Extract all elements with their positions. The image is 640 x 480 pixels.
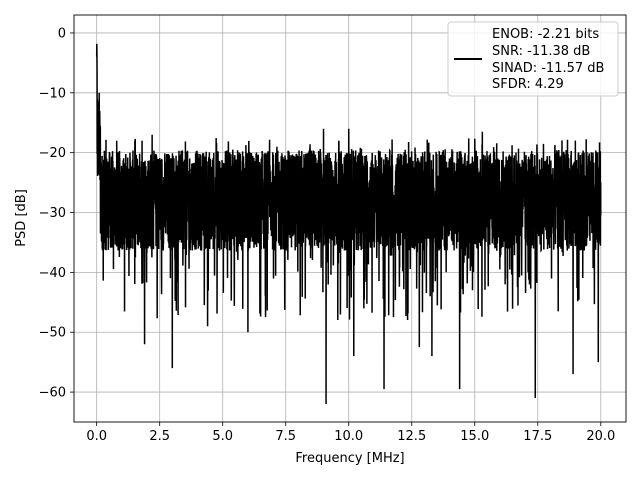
y-tick-label: −30 — [39, 206, 66, 221]
x-tick-label: 2.5 — [149, 429, 170, 444]
y-axis-ticks: 0 −10 −20 −30 −40 −50 −60 — [39, 26, 74, 401]
legend-entry-sfdr: SFDR: 4.29 — [492, 77, 564, 92]
psd-series-line — [95, 43, 602, 405]
x-tick-label: 7.5 — [275, 429, 296, 444]
legend-box — [447, 21, 619, 97]
legend: ENOB: -2.21 bits SNR: -11.38 dB SINAD: -… — [447, 21, 619, 97]
x-tick-label: 20.0 — [586, 429, 615, 444]
plot-frame — [73, 14, 627, 423]
y-axis-label: PSD [dB] — [14, 189, 29, 247]
plot-area — [95, 43, 602, 405]
x-tick-label: 10.0 — [334, 429, 363, 444]
legend-entry-snr: SNR: -11.38 dB — [492, 44, 590, 59]
x-tick-label: 12.5 — [397, 429, 426, 444]
y-tick-label: 0 — [58, 26, 66, 41]
y-tick-label: −60 — [39, 386, 66, 401]
x-axis-ticks: 0.0 2.5 5.0 7.5 10.0 12.5 15.0 17.5 20.0 — [86, 422, 615, 444]
x-tick-label: 17.5 — [523, 429, 552, 444]
y-tick-label: −40 — [39, 266, 66, 281]
x-axis-label: Frequency [MHz] — [295, 451, 404, 466]
y-tick-label: −50 — [39, 326, 66, 341]
x-tick-label: 15.0 — [460, 429, 489, 444]
legend-entry-sinad: SINAD: -11.57 dB — [492, 61, 604, 76]
y-tick-label: −10 — [39, 86, 66, 101]
x-tick-label: 0.0 — [86, 429, 107, 444]
y-tick-label: −20 — [39, 146, 66, 161]
x-tick-label: 5.0 — [212, 429, 233, 444]
legend-entry-enob: ENOB: -2.21 bits — [492, 27, 599, 42]
